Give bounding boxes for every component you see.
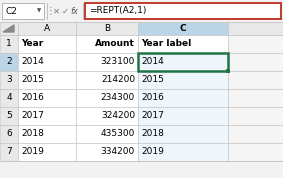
- Bar: [228, 35, 283, 53]
- Text: 2015: 2015: [21, 75, 44, 85]
- Text: 2: 2: [6, 57, 12, 67]
- Text: 4: 4: [6, 93, 12, 103]
- Text: 323100: 323100: [101, 57, 135, 67]
- Text: 324200: 324200: [101, 111, 135, 121]
- Bar: [138, 107, 228, 125]
- Text: 2018: 2018: [141, 130, 164, 138]
- Text: 2019: 2019: [21, 148, 44, 156]
- Text: 2016: 2016: [21, 93, 44, 103]
- Bar: [85, 3, 281, 19]
- Text: 2014: 2014: [21, 57, 44, 67]
- Bar: [228, 89, 283, 107]
- Bar: [18, 89, 76, 107]
- Bar: [18, 35, 76, 53]
- Text: 3: 3: [6, 75, 12, 85]
- Text: 5: 5: [6, 111, 12, 121]
- Text: 2014: 2014: [141, 57, 164, 67]
- Bar: [18, 125, 76, 143]
- Bar: [0, 35, 18, 53]
- Bar: [228, 71, 283, 89]
- Bar: [18, 143, 76, 161]
- Text: ✓: ✓: [61, 7, 68, 15]
- Bar: [138, 35, 228, 53]
- Bar: [228, 107, 283, 125]
- Bar: [0, 0, 283, 22]
- Text: Year label: Year label: [141, 40, 191, 48]
- Text: 334200: 334200: [101, 148, 135, 156]
- Text: 1: 1: [6, 40, 12, 48]
- Bar: [138, 53, 228, 71]
- Text: A: A: [44, 24, 50, 33]
- Bar: [138, 53, 228, 71]
- Bar: [138, 22, 228, 35]
- Text: ✕: ✕: [53, 7, 59, 15]
- Text: C2: C2: [6, 7, 18, 15]
- Bar: [0, 161, 283, 178]
- Bar: [0, 143, 18, 161]
- Bar: [76, 143, 138, 161]
- Bar: [0, 22, 18, 35]
- Text: 2015: 2015: [141, 75, 164, 85]
- Bar: [0, 53, 18, 71]
- Bar: [138, 71, 228, 89]
- Text: Amount: Amount: [95, 40, 135, 48]
- Text: B: B: [104, 24, 110, 33]
- Bar: [138, 89, 228, 107]
- Bar: [76, 71, 138, 89]
- Bar: [76, 22, 138, 35]
- Bar: [76, 89, 138, 107]
- Text: 2019: 2019: [141, 148, 164, 156]
- Bar: [228, 53, 283, 71]
- Bar: [0, 107, 18, 125]
- Bar: [138, 143, 228, 161]
- Bar: [76, 53, 138, 71]
- Bar: [228, 22, 283, 35]
- Bar: [18, 53, 76, 71]
- Text: C: C: [180, 24, 186, 33]
- Bar: [0, 89, 18, 107]
- Text: fx: fx: [70, 7, 78, 15]
- Text: 2017: 2017: [141, 111, 164, 121]
- Bar: [226, 69, 230, 73]
- Text: 2017: 2017: [21, 111, 44, 121]
- Bar: [76, 125, 138, 143]
- Text: 6: 6: [6, 130, 12, 138]
- Text: 2016: 2016: [141, 93, 164, 103]
- Bar: [138, 125, 228, 143]
- Bar: [2, 3, 44, 19]
- Bar: [0, 125, 18, 143]
- Text: 214200: 214200: [101, 75, 135, 85]
- Bar: [18, 22, 76, 35]
- Bar: [228, 143, 283, 161]
- Text: 435300: 435300: [101, 130, 135, 138]
- Text: 234300: 234300: [101, 93, 135, 103]
- Bar: [76, 35, 138, 53]
- Bar: [228, 125, 283, 143]
- Text: 7: 7: [6, 148, 12, 156]
- Text: Year: Year: [21, 40, 43, 48]
- Text: ▼: ▼: [37, 9, 41, 14]
- Bar: [0, 71, 18, 89]
- Bar: [18, 107, 76, 125]
- Text: =REPT(A2,1): =REPT(A2,1): [89, 7, 146, 15]
- Bar: [18, 71, 76, 89]
- Text: ⋮: ⋮: [45, 6, 55, 16]
- Polygon shape: [3, 25, 14, 32]
- Text: 2018: 2018: [21, 130, 44, 138]
- Bar: [76, 107, 138, 125]
